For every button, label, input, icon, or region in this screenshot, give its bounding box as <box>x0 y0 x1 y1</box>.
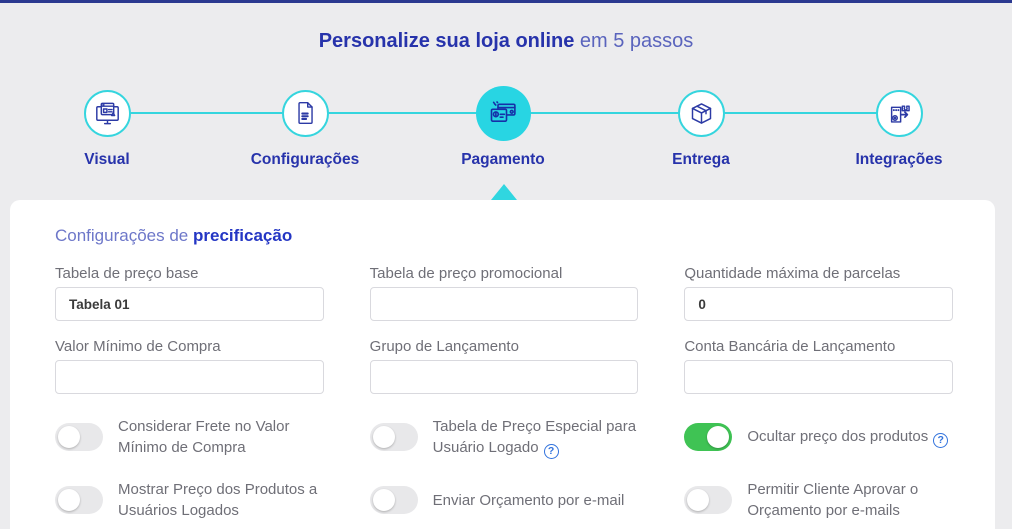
toggle-row-mostrar-preco: Mostrar Preço dos Produtos a Usuários Lo… <box>55 474 324 526</box>
field-valor-minimo-compra-label: Valor Mínimo de Compra <box>55 338 221 355</box>
tabela-preco-especial-label: Tabela de Preço Especial para Usuário Lo… <box>432 417 637 459</box>
field-grupo-lancamento-label: Grupo de Lançamento <box>369 338 519 355</box>
step-integracoes[interactable]: Integrações <box>800 85 998 169</box>
considerar-frete-label: Considerar Frete no Valor Mínimo de Comp… <box>118 418 290 456</box>
step-configuracoes[interactable]: Configurações <box>206 85 404 169</box>
field-tabela-preco-promocional-label: Tabela de preço promocional <box>369 265 563 282</box>
quantidade-maxima-parcelas-input[interactable] <box>684 287 953 321</box>
step-configuracoes-label[interactable]: Configurações <box>250 151 360 168</box>
step-integracoes-label[interactable]: Integrações <box>855 151 943 168</box>
step-configuracoes-circle[interactable] <box>281 89 329 137</box>
page-title: Personalize sua loja online em 5 passos <box>0 30 1012 53</box>
page-title-bold: Personalize sua loja online <box>318 30 575 52</box>
panel-heading-prefix: Configurações de <box>55 226 193 245</box>
step-entrega-circle[interactable] <box>677 89 725 137</box>
help-icon[interactable]: ? <box>543 443 559 459</box>
considerar-frete-toggle[interactable] <box>55 423 103 451</box>
grupo-lancamento-input[interactable] <box>369 360 639 394</box>
pricing-form: Tabela de preço base Tabela de preço pro… <box>55 265 953 529</box>
panel-heading-bold: precificação <box>192 226 293 245</box>
toggle-row-tabela-preco-especial: Tabela de Preço Especial para Usuário Lo… <box>369 411 639 463</box>
field-tabela-preco-promocional: Tabela de preço promocional <box>369 265 639 321</box>
toggle-row-ocultar-preco: Ocultar preço dos produtos? <box>684 411 953 463</box>
pricing-panel: Configurações de precificação Tabela de … <box>10 200 995 529</box>
enviar-orcamento-toggle[interactable] <box>369 486 418 514</box>
enviar-orcamento-label: Enviar Orçamento por e-mail <box>432 491 625 509</box>
field-conta-bancaria-lancamento-label: Conta Bancária de Lançamento <box>684 338 896 355</box>
integrations-icon <box>890 104 910 123</box>
tabela-preco-especial-toggle[interactable] <box>369 423 418 451</box>
help-icon[interactable]: ? <box>933 433 949 448</box>
field-tabela-preco-base: Tabela de preço base <box>55 265 324 321</box>
field-valor-minimo-compra: Valor Mínimo de Compra <box>55 338 324 394</box>
step-entrega[interactable]: Entrega <box>602 85 800 169</box>
field-quantidade-maxima-parcelas: Quantidade máxima de parcelas <box>684 265 953 321</box>
step-pagamento-label[interactable]: Pagamento <box>461 151 545 168</box>
step-entrega-label[interactable]: Entrega <box>672 151 730 168</box>
field-conta-bancaria-lancamento: Conta Bancária de Lançamento <box>684 338 953 394</box>
mostrar-preco-toggle[interactable] <box>55 486 103 514</box>
mostrar-preco-label: Mostrar Preço dos Produtos a Usuários Lo… <box>118 481 318 519</box>
payment-icon <box>490 101 516 122</box>
step-integracoes-circle[interactable] <box>875 89 923 137</box>
step-visual-circle[interactable] <box>83 89 131 137</box>
step-visual[interactable]: Visual <box>8 85 206 169</box>
toggle-row-enviar-orcamento: Enviar Orçamento por e-mail <box>369 474 639 526</box>
conta-bancaria-lancamento-input[interactable] <box>684 360 953 394</box>
active-step-pointer <box>491 184 517 200</box>
toggle-row-considerar-frete: Considerar Frete no Valor Mínimo de Comp… <box>55 411 324 463</box>
field-grupo-lancamento: Grupo de Lançamento <box>369 338 639 394</box>
field-tabela-preco-base-label: Tabela de preço base <box>55 265 199 282</box>
ocultar-preco-label: Ocultar preço dos produtos? <box>747 426 949 448</box>
ocultar-preco-toggle[interactable] <box>684 423 733 451</box>
permitir-cliente-label: Permitir Cliente Aprovar o Orçamento por… <box>747 481 919 519</box>
tabela-preco-promocional-input[interactable] <box>369 287 639 321</box>
tabela-preco-base-input[interactable] <box>55 287 324 321</box>
step-pagamento-circle[interactable] <box>475 85 531 141</box>
package-icon <box>691 102 711 124</box>
step-pagamento[interactable]: Pagamento <box>404 85 602 169</box>
step-visual-label[interactable]: Visual <box>84 151 130 168</box>
page-title-rest: em 5 passos <box>574 30 694 52</box>
valor-minimo-compra-input[interactable] <box>55 360 324 394</box>
field-quantidade-maxima-parcelas-label: Quantidade máxima de parcelas <box>684 265 901 282</box>
toggle-row-permitir-cliente: Permitir Cliente Aprovar o Orçamento por… <box>684 474 953 526</box>
document-icon <box>298 102 313 124</box>
panel-heading: Configurações de precificação <box>55 226 953 246</box>
permitir-cliente-toggle[interactable] <box>684 486 733 514</box>
monitor-icon <box>95 102 119 124</box>
stepper: Visual Configurações <box>8 85 998 169</box>
